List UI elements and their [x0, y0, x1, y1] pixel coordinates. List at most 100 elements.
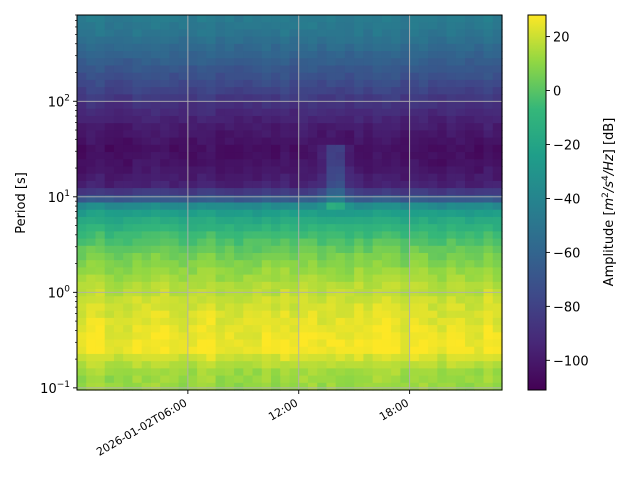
heatmap-cell	[215, 224, 226, 232]
heatmap-cell	[492, 382, 503, 391]
heatmap-cell	[169, 101, 180, 110]
heatmap-cell	[363, 231, 374, 240]
heatmap-cell	[77, 180, 87, 189]
heatmap-cell	[474, 123, 485, 131]
heatmap-cell	[400, 159, 411, 168]
heatmap-cell	[178, 296, 189, 305]
heatmap-cell	[400, 79, 411, 88]
heatmap-cell	[178, 101, 189, 110]
heatmap-cell	[132, 108, 143, 117]
heatmap-cell	[280, 339, 291, 348]
heatmap-cell	[261, 152, 272, 160]
heatmap-cell	[483, 115, 494, 124]
heatmap-cell	[132, 58, 143, 67]
heatmap-cell	[243, 43, 254, 52]
heatmap-cell	[252, 65, 263, 74]
heatmap-cell	[363, 152, 374, 160]
heatmap-cell	[335, 289, 346, 297]
heatmap-cell	[372, 231, 383, 240]
heatmap-cell	[289, 361, 300, 369]
heatmap-cell	[428, 245, 438, 254]
heatmap-cell	[187, 245, 198, 254]
heatmap-cell	[344, 339, 355, 348]
heatmap-cell	[391, 202, 401, 211]
heatmap-cell	[335, 303, 346, 312]
heatmap-cell	[418, 51, 429, 59]
heatmap-cell	[271, 274, 281, 283]
heatmap-cell	[160, 65, 170, 74]
heatmap-cell	[150, 173, 161, 182]
heatmap-cell	[335, 79, 346, 88]
heatmap-cell	[160, 152, 170, 160]
heatmap-cell	[455, 216, 466, 225]
heatmap-cell	[465, 310, 475, 319]
heatmap-cell	[243, 87, 254, 95]
heatmap-cell	[141, 260, 152, 268]
heatmap-cell	[289, 166, 300, 175]
heatmap-cell	[197, 152, 207, 160]
heatmap-cell	[344, 238, 355, 247]
heatmap-cell	[206, 310, 217, 319]
heatmap-cell	[206, 195, 217, 204]
heatmap-cell	[400, 231, 411, 240]
heatmap-cell	[326, 137, 337, 146]
heatmap-cell	[234, 382, 244, 391]
heatmap-cell	[150, 72, 161, 81]
heatmap-cell	[243, 252, 254, 261]
heatmap-cell	[437, 159, 448, 168]
heatmap-cell	[363, 173, 374, 182]
heatmap-cell	[95, 43, 106, 52]
heatmap-cell	[132, 195, 143, 204]
heatmap-cell	[326, 29, 337, 38]
heatmap-cell	[141, 209, 152, 218]
heatmap-cell	[150, 368, 161, 377]
heatmap-cell	[437, 180, 448, 189]
heatmap-cell	[141, 51, 152, 59]
heatmap-cell	[234, 159, 244, 168]
heatmap-cell	[428, 58, 438, 67]
heatmap-cell	[95, 332, 106, 341]
heatmap-cell	[354, 180, 365, 189]
heatmap-cell	[492, 209, 503, 218]
heatmap-cell	[123, 101, 134, 110]
heatmap-cell	[224, 339, 235, 348]
heatmap-cell	[123, 325, 134, 333]
heatmap-cell	[317, 137, 328, 146]
heatmap-cell	[483, 101, 494, 110]
heatmap-cell	[141, 296, 152, 305]
heatmap-cell	[252, 152, 263, 160]
heatmap-cell	[252, 368, 263, 377]
heatmap-cell	[455, 108, 466, 117]
heatmap-cell	[141, 375, 152, 384]
heatmap-cell	[344, 274, 355, 283]
heatmap-cell	[307, 281, 318, 290]
heatmap-cell	[86, 108, 97, 117]
heatmap-cell	[400, 224, 411, 232]
heatmap-cell	[344, 43, 355, 52]
heatmap-cell	[95, 245, 106, 254]
heatmap-cell	[455, 43, 466, 52]
heatmap-cell	[224, 346, 235, 355]
heatmap-cell	[243, 339, 254, 348]
heatmap-cell	[104, 79, 115, 88]
heatmap-cell	[317, 216, 328, 225]
heatmap-cell	[409, 159, 420, 168]
heatmap-cell	[317, 353, 328, 362]
heatmap-cell	[391, 123, 401, 131]
heatmap-cell	[123, 144, 134, 153]
heatmap-cell	[354, 296, 365, 305]
heatmap-cell	[197, 36, 207, 45]
heatmap-cell	[483, 202, 494, 211]
heatmap-cell	[77, 137, 87, 146]
heatmap-cell	[409, 252, 420, 261]
heatmap-cell	[372, 137, 383, 146]
heatmap-cell	[363, 289, 374, 297]
heatmap-cell	[363, 123, 374, 131]
heatmap-cell	[372, 29, 383, 38]
heatmap-cell	[354, 339, 365, 348]
heatmap-cell	[307, 123, 318, 131]
heatmap-cell	[224, 180, 235, 189]
heatmap-cell	[215, 72, 226, 81]
heatmap-cell	[465, 353, 475, 362]
heatmap-cell	[280, 65, 291, 74]
